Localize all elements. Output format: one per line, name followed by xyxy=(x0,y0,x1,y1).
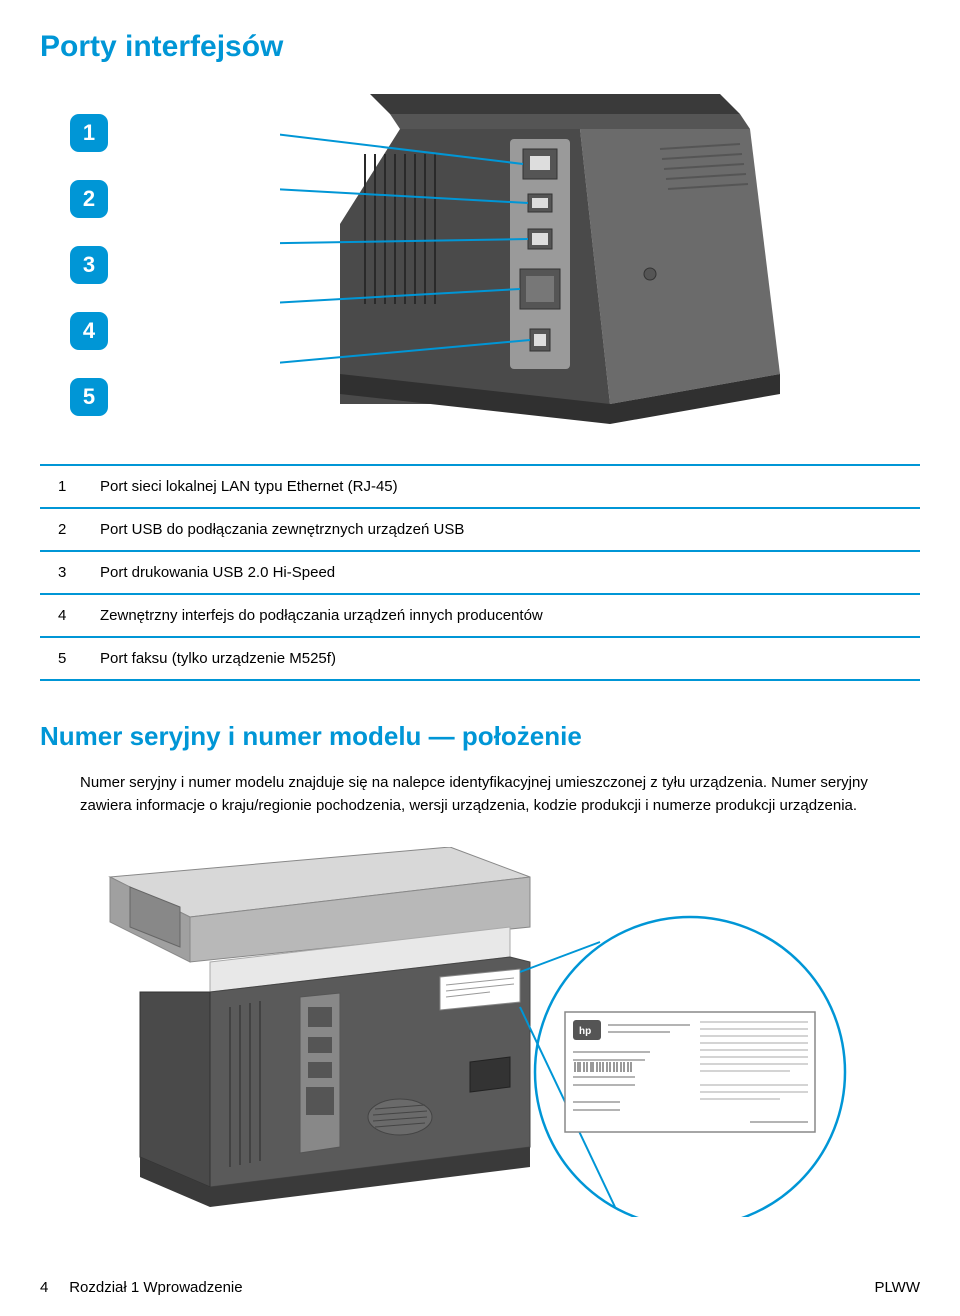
serial-section-title: Numer seryjny i numer modelu — położenie xyxy=(40,721,920,752)
port-num: 1 xyxy=(40,465,90,508)
footer-right: PLWW xyxy=(874,1279,920,1296)
port-desc: Port USB do podłączania zewnętrznych urz… xyxy=(90,508,920,551)
ports-diagram: 1 2 3 4 5 xyxy=(40,84,920,434)
callout-1: 1 xyxy=(70,114,108,152)
callout-2: 2 xyxy=(70,180,108,218)
port-desc: Port faksu (tylko urządzenie M525f) xyxy=(90,637,920,680)
callout-column: 1 2 3 4 5 xyxy=(70,114,108,416)
svg-text:hp: hp xyxy=(579,1026,591,1037)
callout-3: 3 xyxy=(70,246,108,284)
printer-ports-illustration xyxy=(280,94,780,424)
port-num: 3 xyxy=(40,551,90,594)
page-footer: 4 Rozdział 1 Wprowadzenie PLWW xyxy=(40,1279,920,1296)
footer-left: 4 Rozdział 1 Wprowadzenie xyxy=(40,1279,243,1296)
footer-chapter: Rozdział 1 Wprowadzenie xyxy=(69,1279,242,1296)
port-num: 2 xyxy=(40,508,90,551)
table-row: 2 Port USB do podłączania zewnętrznych u… xyxy=(40,508,920,551)
footer-page-num: 4 xyxy=(40,1279,48,1296)
callout-4: 4 xyxy=(70,312,108,350)
port-num: 5 xyxy=(40,637,90,680)
table-row: 3 Port drukowania USB 2.0 Hi-Speed xyxy=(40,551,920,594)
port-desc: Zewnętrzny interfejs do podłączania urzą… xyxy=(90,594,920,637)
port-desc: Port sieci lokalnej LAN typu Ethernet (R… xyxy=(90,465,920,508)
serial-section-body: Numer seryjny i numer modelu znajduje si… xyxy=(80,772,900,817)
callout-5: 5 xyxy=(70,378,108,416)
port-num: 4 xyxy=(40,594,90,637)
ports-table: 1 Port sieci lokalnej LAN typu Ethernet … xyxy=(40,464,920,681)
table-row: 1 Port sieci lokalnej LAN typu Ethernet … xyxy=(40,465,920,508)
page-title: Porty interfejsów xyxy=(40,30,920,64)
table-row: 4 Zewnętrzny interfejs do podłączania ur… xyxy=(40,594,920,637)
serial-label-diagram: hp xyxy=(80,847,920,1217)
table-row: 5 Port faksu (tylko urządzenie M525f) xyxy=(40,637,920,680)
port-desc: Port drukowania USB 2.0 Hi-Speed xyxy=(90,551,920,594)
